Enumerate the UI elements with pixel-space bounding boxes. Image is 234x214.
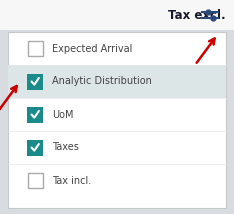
FancyBboxPatch shape	[28, 173, 43, 188]
Text: Analytic Distribution: Analytic Distribution	[52, 76, 152, 86]
Bar	[0, 0, 234, 30]
Text: Expected Arrival: Expected Arrival	[52, 43, 132, 54]
FancyBboxPatch shape	[8, 32, 226, 208]
Text: Tax incl.: Tax incl.	[52, 175, 91, 186]
Text: Tax excl.: Tax excl.	[168, 9, 226, 21]
Text: Taxes: Taxes	[52, 143, 79, 153]
FancyBboxPatch shape	[28, 41, 43, 56]
Text: UoM: UoM	[52, 110, 73, 119]
FancyBboxPatch shape	[27, 107, 43, 122]
FancyBboxPatch shape	[27, 140, 43, 156]
FancyBboxPatch shape	[27, 73, 43, 89]
Bar	[8, 65, 226, 98]
